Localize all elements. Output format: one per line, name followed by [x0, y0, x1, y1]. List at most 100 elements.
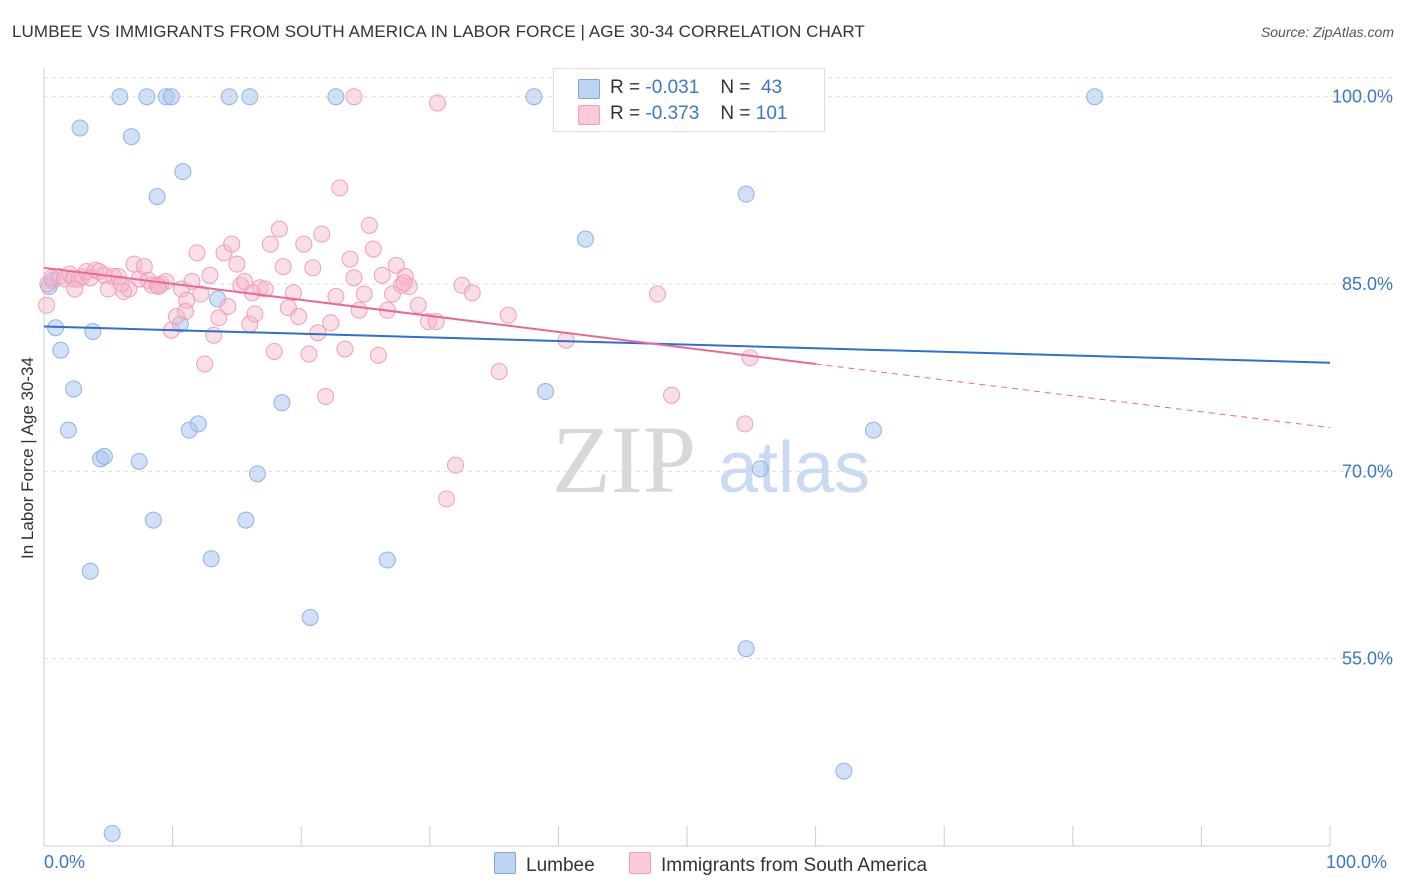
r-value: -0.373 — [645, 103, 700, 124]
immigrants-point — [295, 235, 313, 253]
immigrants-point — [736, 415, 754, 433]
lumbee-swatch — [578, 79, 600, 99]
immigrants-swatch — [578, 105, 600, 125]
lumbee-point — [202, 550, 220, 568]
immigrants-trend-line — [43, 266, 816, 365]
lumbee-point — [71, 119, 89, 137]
immigrants-point — [290, 308, 308, 326]
y-tick-label: 85.0% — [1342, 274, 1393, 294]
immigrants-point — [261, 235, 279, 253]
immigrants-point — [219, 298, 237, 316]
lumbee-point — [95, 447, 113, 465]
lumbee-point — [327, 88, 345, 106]
immigrants-point — [396, 268, 414, 286]
immigrants-point — [176, 303, 194, 321]
legend-item-lumbee: Lumbee — [494, 852, 595, 877]
lumbee-point — [189, 415, 207, 433]
immigrants-point — [274, 258, 292, 276]
lumbee-point — [248, 465, 266, 483]
immigrants-point — [345, 269, 363, 287]
lumbee-point — [81, 562, 99, 580]
immigrants-trend-extension — [815, 363, 1331, 429]
watermark-atlas: atlas — [718, 428, 870, 508]
immigrants-point — [196, 355, 214, 373]
lumbee-point — [751, 460, 769, 478]
n-value: 43 — [761, 77, 783, 98]
immigrants-point — [300, 345, 318, 363]
lumbee-point — [52, 341, 70, 359]
lumbee-point — [241, 88, 259, 106]
chart-title: LUMBEE VS IMMIGRANTS FROM SOUTH AMERICA … — [12, 22, 865, 41]
immigrants-point — [409, 296, 427, 314]
lumbee-point — [162, 88, 180, 106]
immigrants-point — [210, 309, 228, 327]
immigrants-point — [322, 314, 340, 332]
axes — [43, 68, 1331, 847]
immigrants-point — [66, 280, 84, 298]
immigrants-point — [364, 240, 382, 258]
immigrants-point — [223, 235, 241, 253]
immigrants-point — [350, 301, 368, 319]
immigrants-point — [395, 274, 413, 292]
lumbee-point — [84, 323, 102, 341]
immigrants-point — [387, 256, 405, 274]
n-label: N = — [720, 103, 751, 124]
immigrants-point — [336, 340, 354, 358]
lumbee-point — [130, 452, 148, 470]
immigrants-point — [499, 306, 517, 324]
watermark-zip: ZIP — [552, 406, 696, 513]
immigrants-point — [341, 250, 359, 268]
immigrants-point — [438, 490, 456, 508]
immigrants-point — [327, 288, 345, 306]
source-label: Source: ZipAtlas.com — [1260, 24, 1394, 40]
immigrants-point — [345, 88, 363, 106]
legend-item-immigrants: Immigrants from South America — [629, 852, 927, 877]
immigrants-legend-swatch — [629, 852, 651, 874]
immigrants-point — [490, 362, 508, 380]
lumbee-point — [174, 163, 192, 181]
lumbee-legend-swatch — [494, 852, 516, 874]
immigrants-point — [256, 280, 274, 298]
gridlines — [44, 77, 1392, 660]
immigrants-point — [270, 220, 288, 238]
lumbee-point — [835, 762, 853, 780]
immigrants-point — [369, 346, 387, 364]
y-tick-labels: 100.0% 85.0% 70.0% 55.0% — [1332, 87, 1393, 669]
lumbee-point — [65, 380, 83, 398]
immigrants-point — [663, 386, 681, 404]
immigrants-point — [135, 258, 153, 276]
lumbee-point — [301, 608, 319, 626]
immigrants-point — [373, 266, 391, 284]
lumbee-point — [525, 88, 543, 106]
r-label: R = — [610, 103, 641, 124]
lumbee-point — [148, 188, 166, 206]
y-axis-label: In Labor Force | Age 30-34 — [18, 357, 37, 559]
lumbee-point — [737, 640, 755, 658]
immigrants-point — [167, 308, 185, 326]
immigrants-point — [313, 225, 331, 243]
immigrants-legend-label: Immigrants from South America — [661, 855, 928, 876]
immigrants-point — [112, 275, 130, 293]
lumbee-legend-label: Lumbee — [526, 855, 595, 876]
lumbee-point — [378, 551, 396, 569]
lumbee-point — [138, 88, 156, 106]
lumbee-point — [59, 421, 77, 439]
immigrants-point — [38, 296, 56, 314]
immigrants-point — [331, 179, 349, 197]
immigrants-point — [192, 285, 210, 303]
lumbee-point — [237, 511, 255, 529]
lumbee-point — [220, 88, 238, 106]
immigrants-point — [125, 255, 143, 273]
immigrants-point — [463, 284, 481, 302]
lumbee-point — [576, 230, 594, 248]
immigrants-point — [201, 266, 219, 284]
trend-lines — [43, 266, 1331, 429]
n-value: 101 — [755, 103, 788, 124]
lumbee-point — [273, 394, 291, 412]
r-label: R = — [610, 77, 641, 98]
lumbee-point — [103, 825, 121, 843]
lumbee-point — [864, 421, 882, 439]
immigrants-point — [284, 284, 302, 302]
lumbee-point — [737, 185, 755, 203]
